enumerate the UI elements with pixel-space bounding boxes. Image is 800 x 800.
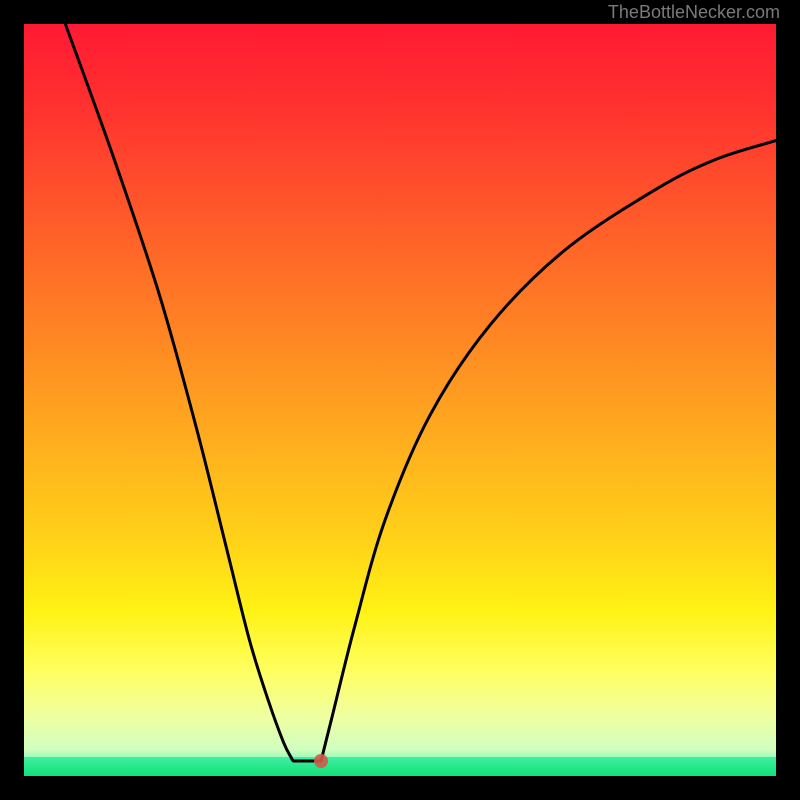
plot-area: [24, 24, 776, 776]
watermark-text: TheBottleNecker.com: [608, 2, 780, 23]
curve-path: [65, 24, 776, 761]
bottleneck-curve: [24, 24, 776, 776]
optimal-point-marker: [314, 754, 328, 768]
